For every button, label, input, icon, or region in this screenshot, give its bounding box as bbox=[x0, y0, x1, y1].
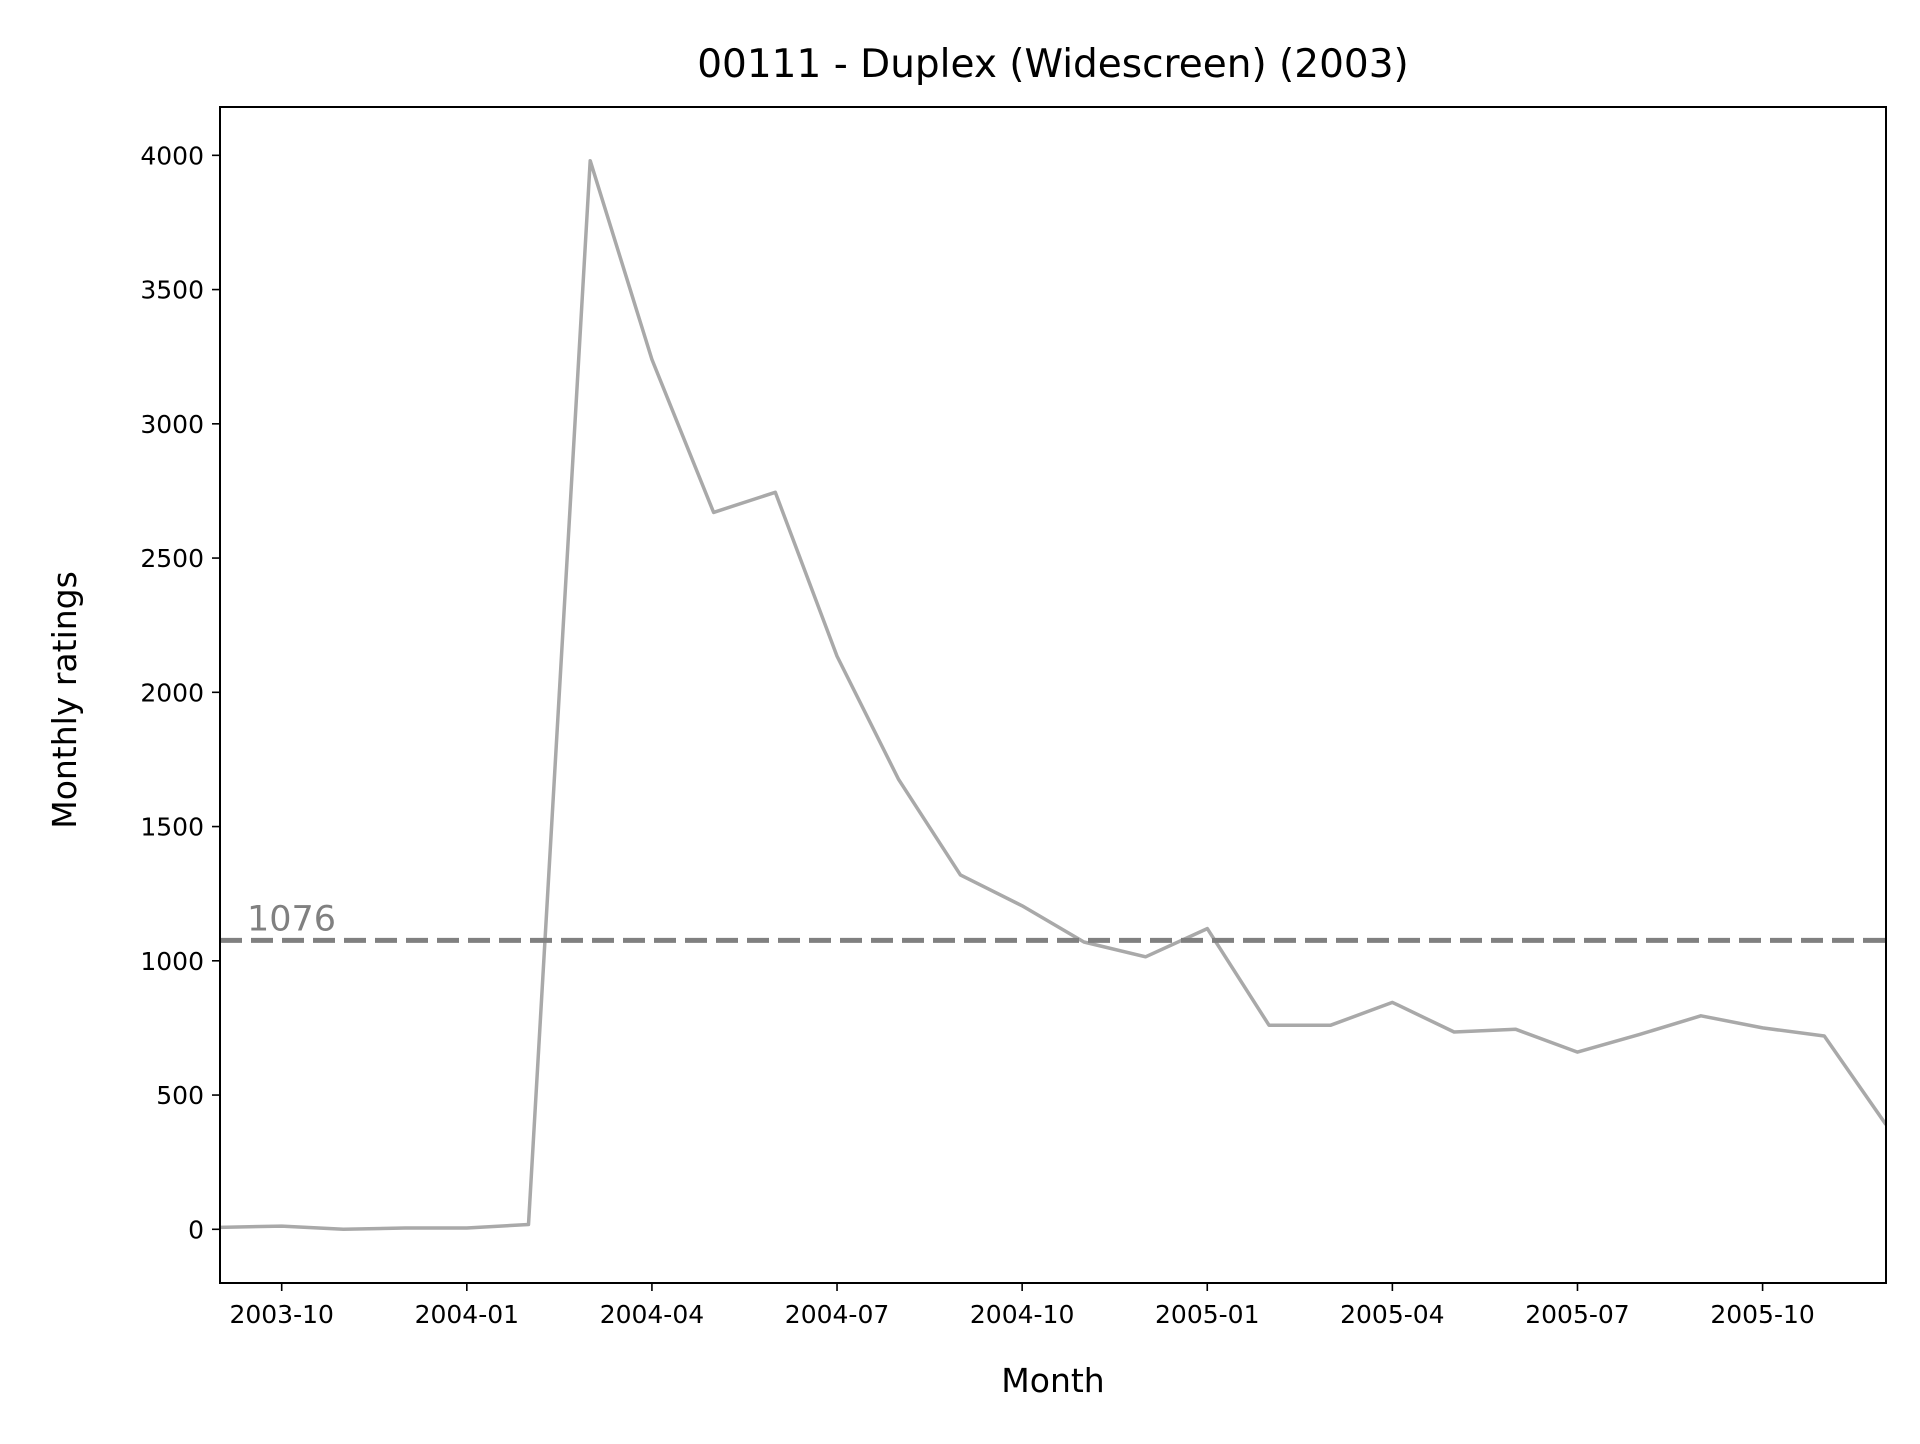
y-tick-label: 3000 bbox=[140, 410, 204, 439]
x-tick-label: 2005-10 bbox=[1710, 1300, 1814, 1329]
y-tick-label: 0 bbox=[188, 1215, 204, 1244]
x-tick-label: 2005-07 bbox=[1525, 1300, 1629, 1329]
y-axis-label: Monthly ratings bbox=[45, 571, 84, 829]
y-tick-label: 2500 bbox=[140, 544, 204, 573]
x-tick-label: 2004-04 bbox=[600, 1300, 704, 1329]
chart-title: 00111 - Duplex (Widescreen) (2003) bbox=[697, 42, 1409, 87]
y-tick-label: 3500 bbox=[140, 276, 204, 305]
x-tick-label: 2003-10 bbox=[229, 1300, 333, 1329]
series-line bbox=[220, 158, 1886, 1232]
x-tick-label: 2004-07 bbox=[785, 1300, 889, 1329]
reference-line-label: 1076 bbox=[247, 899, 336, 939]
y-tick-label: 4000 bbox=[140, 141, 204, 170]
y-tick-label: 2000 bbox=[140, 678, 204, 707]
y-tick-label: 1500 bbox=[140, 813, 204, 842]
x-axis-label: Month bbox=[1001, 1361, 1104, 1400]
x-tick-label: 2004-01 bbox=[415, 1300, 519, 1329]
x-tick-label: 2005-01 bbox=[1155, 1300, 1259, 1329]
x-tick-label: 2004-10 bbox=[970, 1300, 1074, 1329]
y-tick-label: 500 bbox=[156, 1081, 204, 1110]
plot-frame bbox=[219, 106, 1887, 1284]
x-tick-label: 2005-04 bbox=[1340, 1300, 1444, 1329]
y-tick-label: 1000 bbox=[140, 947, 204, 976]
